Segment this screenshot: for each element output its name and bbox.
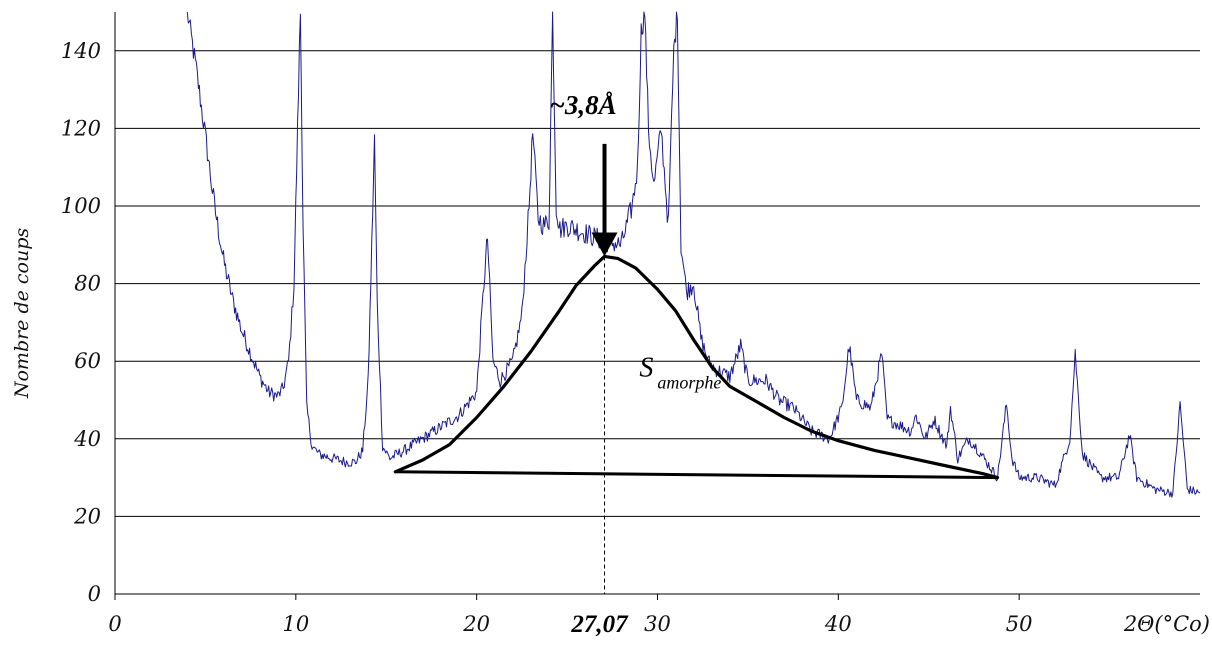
amorphous-baseline — [395, 470, 998, 480]
y-tick-label: 100 — [61, 194, 101, 218]
y-tick-label: 80 — [74, 272, 101, 296]
peak-arrow-head — [591, 232, 618, 257]
x-tick-label: 20 — [462, 612, 490, 636]
amorphous-hump-curve — [393, 254, 1000, 480]
y-tick-label: 120 — [61, 116, 101, 140]
diffraction-series — [186, 11, 1201, 498]
y-tick-label: 0 — [88, 582, 101, 606]
peak-distance-label: ~3,8Å — [550, 90, 617, 120]
x-tick-label: 40 — [824, 612, 852, 636]
y-tick-label: 40 — [73, 427, 101, 451]
y-tick-label: 140 — [61, 39, 101, 63]
x-tick-label: 30 — [644, 612, 671, 636]
amorphous-area-label: S — [639, 353, 653, 384]
y-tick-label: 60 — [74, 349, 101, 373]
x-tick-labels: 0 10 20 30 40 50 — [108, 612, 1032, 636]
peak-position-label: 27,07 — [570, 611, 629, 638]
y-tick-labels: 0 20 40 60 80 100 120 140 — [61, 39, 101, 606]
annotations: ~3,8Å 27,07 S amorphe — [393, 90, 1000, 638]
x-tick-label: 50 — [1006, 612, 1033, 636]
x-tick-label: 10 — [282, 612, 309, 636]
y-tick-label: 20 — [73, 504, 101, 528]
x-tick-label: 0 — [108, 612, 121, 636]
y-axis-title: Nombre de coups — [11, 228, 33, 400]
series-line — [186, 11, 1201, 498]
axes — [114, 12, 1200, 600]
x-axis-title: 2Θ(°Co) — [1123, 612, 1210, 636]
amorphous-area-subscript: amorphe — [657, 373, 721, 393]
gridlines — [115, 50, 1200, 517]
